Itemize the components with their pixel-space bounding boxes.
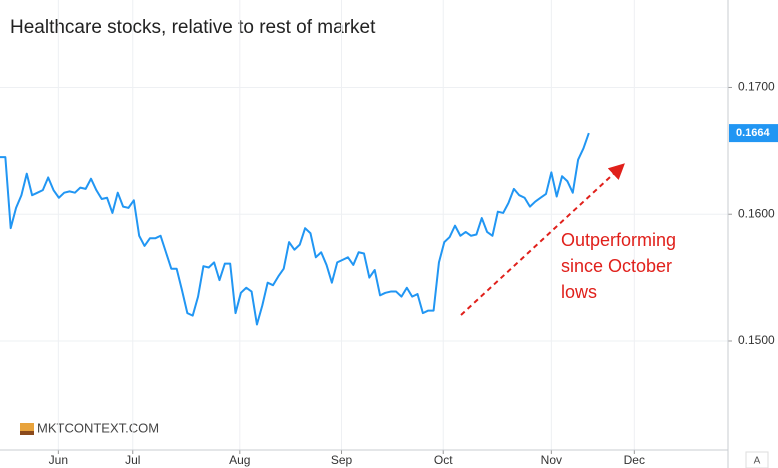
annotation-arrow <box>460 163 625 316</box>
annotation-text: Outperforming <box>561 230 676 250</box>
scale-button-label[interactable]: A <box>754 456 761 467</box>
annotation-text: since October <box>561 256 672 276</box>
last-value-label: 0.1664 <box>736 127 771 139</box>
scale-button[interactable] <box>745 451 769 468</box>
chart-title: Healthcare stocks, relative to rest of m… <box>10 17 376 38</box>
y-tick-label: 0.1600 <box>738 206 775 220</box>
x-tick-label: Nov <box>541 453 562 467</box>
x-tick-label: Jul <box>125 453 140 467</box>
x-tick-label: Oct <box>434 453 453 467</box>
annotation-text: lows <box>561 282 597 302</box>
x-tick-label: Jun <box>49 453 68 467</box>
watermark-icon <box>20 423 34 431</box>
x-tick-label: Aug <box>229 453 250 467</box>
y-tick-label: 0.1700 <box>738 80 775 94</box>
y-tick-label: 0.1500 <box>738 333 775 347</box>
watermark: MKTCONTEXT.COM <box>20 420 159 435</box>
x-tick-label: Dec <box>624 453 645 467</box>
watermark-icon <box>20 431 34 435</box>
watermark-text: MKTCONTEXT.COM <box>37 420 159 435</box>
x-tick-label: Sep <box>331 453 353 467</box>
line <box>0 132 590 326</box>
last-value-tag <box>729 124 778 143</box>
